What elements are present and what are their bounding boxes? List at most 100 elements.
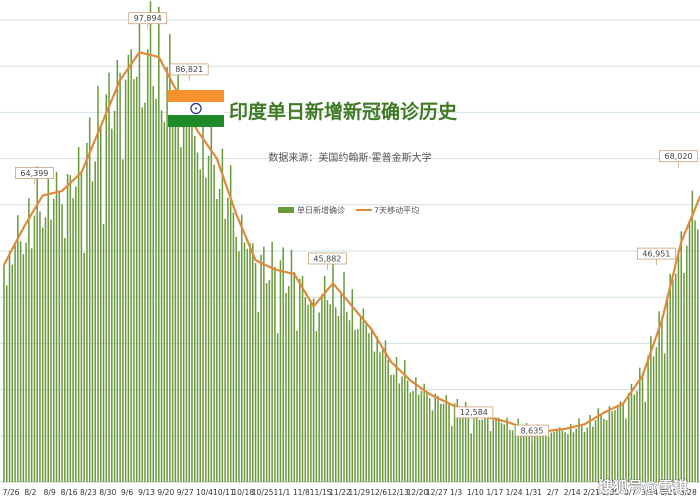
bar: [61, 204, 63, 482]
bar: [600, 415, 602, 482]
bar: [108, 72, 110, 483]
bar: [138, 18, 141, 482]
callout-label: 97,894: [134, 14, 162, 23]
bar: [525, 423, 528, 482]
bar: [127, 54, 130, 483]
bar: [293, 272, 296, 482]
bar: [86, 142, 88, 483]
bar: [451, 426, 453, 482]
bar: [459, 415, 461, 482]
bar: [442, 403, 445, 482]
bar: [697, 229, 699, 482]
x-tick-label: 9/6: [121, 488, 133, 497]
bar: [163, 121, 166, 482]
bar: [348, 320, 351, 482]
bar: [594, 420, 597, 482]
bar: [193, 136, 196, 482]
bar: [196, 152, 199, 482]
bar: [296, 330, 298, 482]
bar: [11, 264, 14, 482]
x-tick-label: 12/13: [387, 488, 409, 497]
bar: [199, 169, 202, 483]
callout-box: [454, 406, 494, 419]
x-tick-label: 1/3: [450, 488, 462, 497]
bar: [641, 372, 644, 482]
bar: [83, 252, 85, 482]
bar: [321, 294, 323, 482]
x-tick-label: 2/14: [564, 488, 581, 497]
x-tick-label: 10/4: [196, 488, 213, 497]
bar: [384, 340, 387, 482]
legend-swatch-bar: [278, 207, 294, 213]
bar: [580, 425, 583, 482]
x-tick-label: 1/24: [506, 488, 523, 497]
bar: [254, 263, 257, 482]
x-tick-label: 11/22: [329, 488, 351, 497]
bar-series-daily-cases: [3, 1, 699, 483]
bar: [415, 377, 417, 482]
bar: [558, 427, 561, 482]
x-tick-label: 1/10: [467, 488, 484, 497]
bar: [22, 254, 25, 482]
bar: [66, 174, 69, 482]
bar: [191, 105, 193, 482]
bar: [210, 107, 213, 482]
bar: [99, 125, 102, 483]
x-tick-label: 8/23: [80, 488, 97, 497]
bar: [545, 428, 547, 482]
bar: [351, 289, 354, 482]
bar: [484, 412, 486, 482]
x-tick-label: 12/6: [370, 488, 387, 497]
bar: [185, 119, 188, 483]
callout-label: 86,821: [175, 65, 203, 74]
bar: [531, 436, 533, 482]
bar: [166, 67, 168, 482]
bar: [207, 155, 210, 483]
bar: [329, 304, 331, 482]
bar: [528, 434, 530, 482]
bar: [337, 316, 340, 482]
bar: [238, 251, 240, 482]
bar: [672, 279, 674, 482]
bar: [522, 433, 525, 482]
bar: [282, 247, 284, 482]
x-tick-label: 8/9: [44, 488, 56, 497]
bar: [58, 191, 61, 482]
bar: [575, 428, 577, 482]
bar: [88, 117, 91, 482]
callout-label: 8,635: [521, 426, 544, 435]
bar: [235, 236, 237, 482]
bar: [260, 254, 262, 482]
x-tick-label: 10/18: [232, 488, 254, 497]
bar: [464, 402, 467, 482]
india-flag-icon: [168, 90, 224, 127]
bar: [75, 186, 77, 482]
bar: [652, 356, 655, 482]
bar: [655, 347, 658, 482]
bar: [478, 419, 481, 482]
annotations: 64,399 97,894 86,821 45,882 12,584 8,635 46,95…: [14, 12, 698, 443]
x-tick-label: 12/20: [407, 488, 429, 497]
bar: [307, 304, 309, 482]
bar: [572, 432, 575, 482]
x-tick-label: 11/29: [348, 488, 370, 497]
callout-box: [659, 150, 698, 163]
bar: [605, 420, 608, 482]
bar: [520, 430, 522, 482]
bar: [252, 243, 254, 482]
bar: [417, 394, 420, 482]
bar: [379, 352, 381, 482]
bar: [354, 329, 356, 482]
bar: [14, 245, 16, 482]
bar: [622, 404, 624, 482]
bar: [323, 275, 326, 482]
x-tick-label: 3/14: [641, 488, 658, 497]
annotation-callout: 46,951: [637, 247, 676, 266]
bar: [44, 217, 47, 482]
bar: [177, 71, 179, 482]
bar: [470, 433, 472, 482]
bar: [658, 311, 660, 482]
legend-item-line: 7天移动平均: [356, 205, 419, 215]
bar: [448, 402, 450, 482]
bar: [141, 107, 143, 482]
